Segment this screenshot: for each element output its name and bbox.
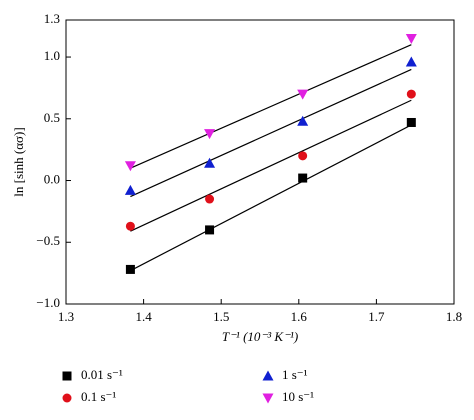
marker <box>205 225 215 235</box>
legend-marker <box>62 371 72 381</box>
x-tick-label: 1.6 <box>291 309 308 324</box>
marker <box>125 221 135 231</box>
legend-marker <box>262 370 274 381</box>
marker <box>205 194 215 204</box>
legend-marker <box>262 393 274 404</box>
marker <box>124 184 136 195</box>
marker <box>297 115 309 126</box>
marker <box>125 264 135 274</box>
legend-label: 0.01 s⁻¹ <box>81 367 123 382</box>
x-tick-label: 1.3 <box>58 309 74 324</box>
plot-frame <box>65 19 455 305</box>
y-tick-label: −0.5 <box>36 233 60 248</box>
marker <box>204 157 216 168</box>
marker <box>298 151 308 161</box>
marker <box>297 89 309 100</box>
legend-label: 1 s⁻¹ <box>282 367 308 382</box>
x-axis-label: T⁻¹ (10⁻³ K⁻¹) <box>222 329 298 344</box>
legend-label: 10 s⁻¹ <box>282 389 314 404</box>
y-axis-label: ln [sinh (ασ)] <box>11 127 26 196</box>
fit-line <box>130 99 412 232</box>
marker <box>406 89 416 99</box>
fit-line <box>130 44 412 169</box>
x-tick-label: 1.4 <box>135 309 152 324</box>
marker <box>204 129 216 140</box>
x-tick-label: 1.8 <box>446 309 462 324</box>
y-tick-label: 0.0 <box>44 172 60 187</box>
marker <box>405 56 417 67</box>
y-tick-label: 1.0 <box>44 48 60 63</box>
marker <box>124 161 136 172</box>
marker <box>405 34 417 45</box>
marker <box>298 173 308 183</box>
marker <box>406 117 416 127</box>
legend-label: 0.1 s⁻¹ <box>81 389 116 404</box>
y-tick-label: 1.3 <box>44 11 60 26</box>
x-tick-label: 1.7 <box>368 309 385 324</box>
x-tick-label: 1.5 <box>213 309 229 324</box>
legend-marker <box>62 393 72 403</box>
y-tick-label: 0.5 <box>44 110 60 125</box>
fit-line <box>130 124 412 272</box>
fit-line <box>130 68 412 198</box>
y-tick-label: −1.0 <box>36 295 60 310</box>
